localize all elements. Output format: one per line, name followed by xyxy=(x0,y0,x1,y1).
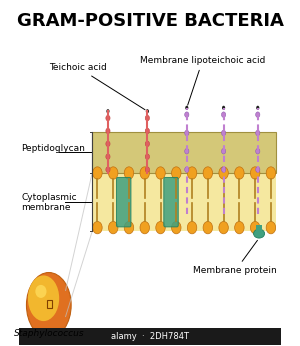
Circle shape xyxy=(266,221,276,234)
Ellipse shape xyxy=(254,229,265,238)
Text: membrane: membrane xyxy=(21,203,71,212)
Circle shape xyxy=(146,109,149,113)
Ellipse shape xyxy=(28,275,59,321)
Bar xyxy=(47,300,52,308)
Text: Membrane lipoteichoic acid: Membrane lipoteichoic acid xyxy=(140,56,265,105)
Circle shape xyxy=(185,167,189,172)
Circle shape xyxy=(203,221,213,234)
Circle shape xyxy=(106,109,110,113)
Circle shape xyxy=(250,221,260,234)
Circle shape xyxy=(266,167,276,179)
Text: Peptidoglycan: Peptidoglycan xyxy=(21,145,85,154)
Bar xyxy=(256,225,262,234)
Circle shape xyxy=(256,167,260,172)
Text: Cytoplasmic: Cytoplasmic xyxy=(21,192,77,201)
Circle shape xyxy=(145,115,149,121)
Circle shape xyxy=(156,167,165,179)
Circle shape xyxy=(106,128,110,134)
Text: Staphylococcus: Staphylococcus xyxy=(14,329,84,338)
Circle shape xyxy=(235,221,244,234)
Bar xyxy=(19,328,281,345)
Circle shape xyxy=(140,221,149,234)
Circle shape xyxy=(109,221,118,234)
Circle shape xyxy=(221,112,226,117)
Circle shape xyxy=(185,112,189,117)
Circle shape xyxy=(106,115,110,121)
Circle shape xyxy=(235,167,244,179)
Circle shape xyxy=(219,167,228,179)
Circle shape xyxy=(93,221,102,234)
Circle shape xyxy=(93,167,102,179)
Circle shape xyxy=(187,167,197,179)
Circle shape xyxy=(221,130,226,136)
Circle shape xyxy=(185,106,188,110)
Circle shape xyxy=(185,148,189,154)
Circle shape xyxy=(145,141,149,147)
Circle shape xyxy=(203,167,213,179)
Circle shape xyxy=(156,221,165,234)
Ellipse shape xyxy=(35,285,46,298)
Circle shape xyxy=(145,167,149,172)
Circle shape xyxy=(222,106,225,110)
Circle shape xyxy=(221,148,226,154)
Text: Membrane protein: Membrane protein xyxy=(194,240,277,275)
Circle shape xyxy=(185,130,189,136)
Ellipse shape xyxy=(26,273,71,338)
FancyBboxPatch shape xyxy=(164,177,178,227)
Text: alamy  ·  2DH784T: alamy · 2DH784T xyxy=(111,332,189,341)
Circle shape xyxy=(124,167,134,179)
Circle shape xyxy=(187,221,197,234)
Text: GRAM-POSITIVE BACTERIA: GRAM-POSITIVE BACTERIA xyxy=(16,12,283,30)
Circle shape xyxy=(256,112,260,117)
Bar xyxy=(92,132,276,231)
Circle shape xyxy=(219,221,228,234)
Circle shape xyxy=(172,167,181,179)
Circle shape xyxy=(109,167,118,179)
Ellipse shape xyxy=(31,286,71,332)
Text: Teichoic acid: Teichoic acid xyxy=(49,63,145,110)
Circle shape xyxy=(256,148,260,154)
FancyBboxPatch shape xyxy=(116,177,131,227)
Circle shape xyxy=(145,154,149,160)
Circle shape xyxy=(106,141,110,147)
Bar xyxy=(92,132,276,173)
Circle shape xyxy=(221,167,226,172)
Circle shape xyxy=(250,167,260,179)
Circle shape xyxy=(124,221,134,234)
Circle shape xyxy=(145,128,149,134)
Circle shape xyxy=(256,130,260,136)
Circle shape xyxy=(140,167,149,179)
Circle shape xyxy=(106,167,110,172)
Circle shape xyxy=(172,221,181,234)
Circle shape xyxy=(106,154,110,160)
Circle shape xyxy=(256,106,259,110)
